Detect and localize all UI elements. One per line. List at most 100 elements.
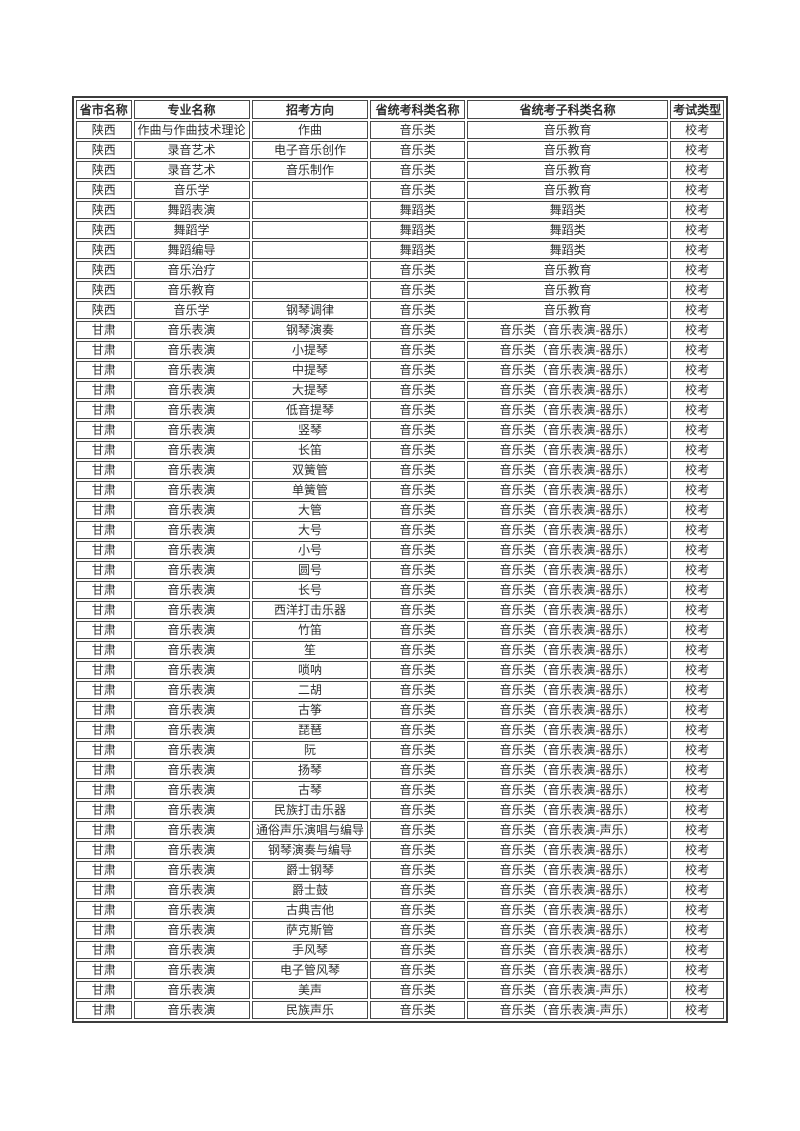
table-cell: 音乐类（音乐表演-器乐）	[466, 961, 669, 979]
table-cell: 长笛	[251, 441, 369, 459]
table-cell: 音乐类	[370, 421, 465, 439]
table-cell: 音乐类（音乐表演-器乐）	[466, 761, 669, 779]
table-cell: 甘肃	[76, 921, 132, 939]
table-cell: 古筝	[251, 701, 369, 719]
table-cell: 校考	[670, 121, 724, 139]
table-row: 陕西 舞蹈编导 舞蹈类 舞蹈类 校考	[76, 241, 724, 259]
table-cell: 音乐类	[370, 161, 465, 179]
table-row: 陕西 舞蹈学 舞蹈类 舞蹈类 校考	[76, 221, 724, 239]
table-cell: 音乐治疗	[133, 261, 250, 279]
table-cell: 音乐类	[370, 1001, 465, 1019]
table-cell: 音乐类	[370, 541, 465, 559]
table-cell	[251, 281, 369, 299]
table-cell: 甘肃	[76, 461, 132, 479]
table-cell: 校考	[670, 241, 724, 259]
table-row: 甘肃 音乐表演 古典吉他 音乐类 音乐类（音乐表演-器乐） 校考	[76, 901, 724, 919]
table-cell: 音乐表演	[133, 781, 250, 799]
table-row: 甘肃 音乐表演 手风琴 音乐类 音乐类（音乐表演-器乐） 校考	[76, 941, 724, 959]
table-cell: 甘肃	[76, 641, 132, 659]
table-cell: 音乐表演	[133, 361, 250, 379]
table-cell: 音乐表演	[133, 861, 250, 879]
table-row: 甘肃 音乐表演 中提琴 音乐类 音乐类（音乐表演-器乐） 校考	[76, 361, 724, 379]
table-cell: 甘肃	[76, 581, 132, 599]
table-cell: 音乐类（音乐表演-器乐）	[466, 381, 669, 399]
table-cell: 校考	[670, 401, 724, 419]
table-cell: 校考	[670, 201, 724, 219]
table-cell: 音乐类	[370, 701, 465, 719]
table-cell: 校考	[670, 941, 724, 959]
table-cell: 校考	[670, 841, 724, 859]
table-row: 甘肃 音乐表演 竖琴 音乐类 音乐类（音乐表演-器乐） 校考	[76, 421, 724, 439]
table-cell: 大号	[251, 521, 369, 539]
table-cell: 录音艺术	[133, 141, 250, 159]
table-cell: 音乐类	[370, 461, 465, 479]
table-cell: 校考	[670, 601, 724, 619]
table-cell: 陕西	[76, 201, 132, 219]
table-cell: 音乐教育	[466, 181, 669, 199]
table-cell: 陕西	[76, 261, 132, 279]
table-cell: 音乐表演	[133, 941, 250, 959]
table-cell: 陕西	[76, 141, 132, 159]
table-cell: 校考	[670, 301, 724, 319]
table-cell: 音乐表演	[133, 441, 250, 459]
table-cell: 音乐类（音乐表演-声乐）	[466, 1001, 669, 1019]
table-cell: 阮	[251, 741, 369, 759]
table-cell: 音乐类（音乐表演-器乐）	[466, 661, 669, 679]
table-row: 甘肃 音乐表演 萨克斯管 音乐类 音乐类（音乐表演-器乐） 校考	[76, 921, 724, 939]
table-cell: 竖琴	[251, 421, 369, 439]
table-cell: 西洋打击乐器	[251, 601, 369, 619]
column-header-2: 招考方向	[251, 100, 369, 119]
table-cell: 校考	[670, 921, 724, 939]
table-cell: 音乐教育	[466, 281, 669, 299]
table-cell: 音乐类（音乐表演-器乐）	[466, 841, 669, 859]
table-cell: 甘肃	[76, 661, 132, 679]
table-cell: 甘肃	[76, 401, 132, 419]
table-cell: 校考	[670, 141, 724, 159]
table-row: 甘肃 音乐表演 大号 音乐类 音乐类（音乐表演-器乐） 校考	[76, 521, 724, 539]
table-cell: 音乐类（音乐表演-器乐）	[466, 801, 669, 819]
table-cell: 音乐类（音乐表演-器乐）	[466, 781, 669, 799]
table-cell: 陕西	[76, 281, 132, 299]
table-cell: 校考	[670, 261, 724, 279]
table-cell: 甘肃	[76, 961, 132, 979]
table-cell: 甘肃	[76, 701, 132, 719]
table-cell: 音乐类（音乐表演-器乐）	[466, 881, 669, 899]
table-cell: 音乐表演	[133, 561, 250, 579]
table-cell: 音乐教育	[466, 301, 669, 319]
table-cell: 校考	[670, 421, 724, 439]
table-cell: 甘肃	[76, 801, 132, 819]
table-cell: 校考	[670, 641, 724, 659]
table-cell: 古琴	[251, 781, 369, 799]
column-header-0: 省市名称	[76, 100, 132, 119]
table-row: 陕西 音乐学 钢琴调律 音乐类 音乐教育 校考	[76, 301, 724, 319]
table-cell: 音乐类	[370, 141, 465, 159]
table-cell: 音乐类（音乐表演-器乐）	[466, 921, 669, 939]
table-cell: 甘肃	[76, 841, 132, 859]
table-cell: 音乐表演	[133, 921, 250, 939]
table-cell: 校考	[670, 621, 724, 639]
table-cell: 音乐类（音乐表演-器乐）	[466, 481, 669, 499]
table-cell: 音乐类（音乐表演-器乐）	[466, 521, 669, 539]
table-cell: 音乐表演	[133, 541, 250, 559]
table-row: 甘肃 音乐表演 电子管风琴 音乐类 音乐类（音乐表演-器乐） 校考	[76, 961, 724, 979]
table-cell: 校考	[670, 661, 724, 679]
table-row: 陕西 音乐教育 音乐类 音乐教育 校考	[76, 281, 724, 299]
table-cell: 萨克斯管	[251, 921, 369, 939]
table-cell: 音乐类	[370, 861, 465, 879]
table-cell: 甘肃	[76, 881, 132, 899]
table-cell: 低音提琴	[251, 401, 369, 419]
table-cell: 甘肃	[76, 341, 132, 359]
table-cell: 校考	[670, 961, 724, 979]
table-cell: 舞蹈类	[370, 201, 465, 219]
table-cell: 音乐类	[370, 181, 465, 199]
table-cell: 甘肃	[76, 741, 132, 759]
table-row: 甘肃 音乐表演 民族声乐 音乐类 音乐类（音乐表演-声乐） 校考	[76, 1001, 724, 1019]
table-cell: 大提琴	[251, 381, 369, 399]
table-row: 甘肃 音乐表演 长笛 音乐类 音乐类（音乐表演-器乐） 校考	[76, 441, 724, 459]
column-header-5: 考试类型	[670, 100, 724, 119]
table-cell: 音乐类	[370, 741, 465, 759]
table-cell: 音乐类（音乐表演-声乐）	[466, 821, 669, 839]
table-row: 甘肃 音乐表演阮音乐类 音乐类（音乐表演-器乐） 校考	[76, 741, 724, 759]
table-cell: 校考	[670, 221, 724, 239]
table-cell: 甘肃	[76, 321, 132, 339]
